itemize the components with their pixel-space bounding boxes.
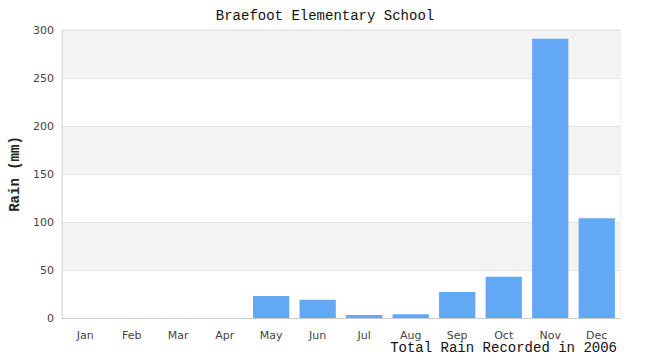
svg-text:Nov: Nov: [539, 329, 561, 342]
svg-text:Dec: Dec: [586, 329, 608, 342]
svg-text:Total Rain Recorded in 2006: Total Rain Recorded in 2006: [390, 340, 617, 356]
svg-text:300: 300: [33, 24, 54, 37]
svg-text:Oct: Oct: [494, 329, 514, 342]
svg-text:200: 200: [33, 120, 54, 133]
svg-text:Sep: Sep: [446, 329, 468, 342]
svg-text:250: 250: [33, 72, 54, 85]
svg-text:Aug: Aug: [400, 329, 422, 342]
svg-text:150: 150: [33, 168, 54, 181]
svg-text:50: 50: [40, 264, 54, 277]
svg-text:Jan: Jan: [76, 329, 94, 342]
svg-text:Feb: Feb: [122, 329, 141, 342]
svg-text:Mar: Mar: [168, 329, 189, 342]
svg-text:Braefoot Elementary School: Braefoot Elementary School: [216, 8, 434, 24]
svg-text:0: 0: [47, 312, 54, 325]
svg-text:Jul: Jul: [357, 329, 371, 342]
svg-text:100: 100: [33, 216, 54, 229]
svg-text:Jun: Jun: [308, 329, 326, 342]
svg-text:Rain (mm): Rain (mm): [7, 136, 23, 212]
svg-text:Apr: Apr: [215, 329, 235, 342]
svg-text:May: May: [260, 329, 283, 342]
